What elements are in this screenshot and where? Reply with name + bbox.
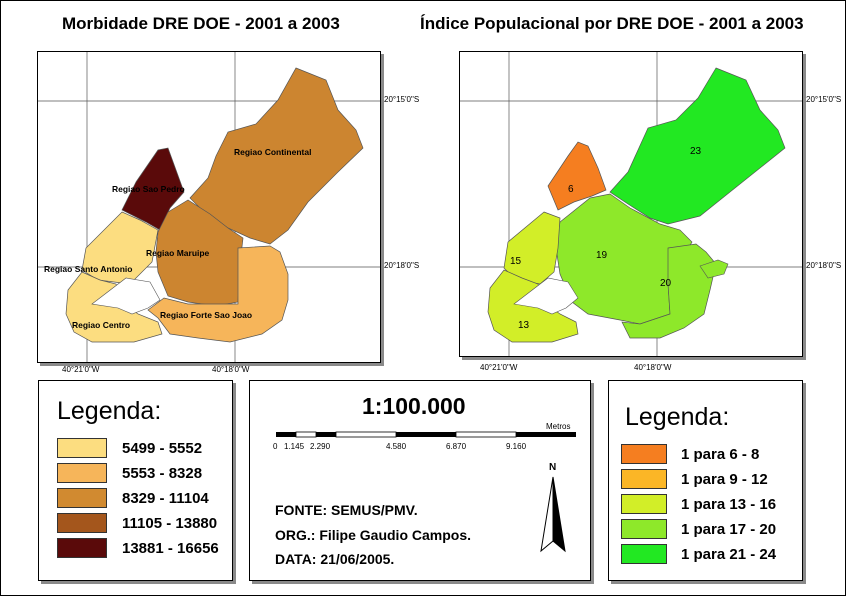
legend-item: 5553 - 8328 [57, 462, 202, 484]
legend-swatch [621, 494, 667, 514]
legend-swatch [621, 519, 667, 539]
scale-credits-box: 1:100.000 Metros 0 1.145 2.290 4.580 6.8… [249, 380, 591, 581]
region-label: Regiao Forte Sao Joao [160, 310, 252, 320]
region-label: Regiao Continental [234, 147, 311, 157]
region-continental [189, 67, 364, 245]
left-map-title: Morbidade DRE DOE - 2001 a 2003 [62, 14, 340, 33]
legend-label: 1 para 21 - 24 [681, 545, 777, 563]
legend-swatch [57, 463, 107, 483]
island [699, 259, 729, 279]
coord-label: 20°18'0"S [384, 261, 420, 270]
scale-ratio: 1:100.000 [362, 393, 466, 419]
legend-item: 1 para 21 - 24 [621, 543, 776, 565]
svg-text:N: N [549, 462, 556, 473]
legend-swatch [57, 513, 107, 533]
scale-segment [335, 431, 397, 438]
scale-segment [516, 432, 576, 437]
region-6 [547, 141, 607, 211]
coord-label: 20°15'0"S [806, 95, 842, 104]
legend-swatch [621, 444, 667, 464]
region-20 [621, 243, 717, 339]
left-legend: Legenda: 5499 - 5552 5553 - 8328 8329 - … [38, 380, 233, 581]
legend-item: 1 para 6 - 8 [621, 443, 759, 465]
legend-label: 11105 - 13880 [122, 514, 218, 532]
coord-label: 40°18'0"W [634, 363, 672, 372]
region-label: Regiao Centro [72, 320, 130, 330]
region-23 [609, 67, 786, 225]
legend-label: 1 para 17 - 20 [681, 520, 777, 538]
coord-label: 40°21'0"W [62, 365, 100, 374]
legend-item: 1 para 9 - 12 [621, 468, 768, 490]
credit-org: ORG.: Filipe Gaudio Campos. [275, 527, 472, 543]
credit-fonte: FONTE: SEMUS/PMV. [275, 502, 418, 518]
legend-label: 5553 - 8328 [122, 464, 203, 482]
coord-label: 20°15'0"S [384, 95, 420, 104]
scale-unit: Metros [546, 422, 570, 431]
legend-item: 11105 - 13880 [57, 512, 217, 534]
region-label: 19 [596, 250, 608, 261]
scale-tick: 6.870 [446, 442, 467, 451]
legend-title: Legenda: [57, 397, 162, 425]
left-map-frame: Regiao Continental Regiao Sao Pedro Regi… [37, 51, 381, 363]
legend-item: 5499 - 5552 [57, 437, 202, 459]
scale-tick: 1.145 [284, 442, 305, 451]
scale-segment [396, 432, 456, 437]
legend-swatch [621, 469, 667, 489]
region-label: 20 [660, 278, 672, 289]
legend-label: 1 para 13 - 16 [681, 495, 777, 513]
legend-label: 1 para 9 - 12 [681, 470, 768, 488]
legend-swatch [57, 438, 107, 458]
region-label: 13 [518, 320, 530, 331]
region-sao-pedro [121, 147, 185, 231]
legend-item: 1 para 13 - 16 [621, 493, 776, 515]
legend-swatch [57, 538, 107, 558]
legend-label: 5499 - 5552 [122, 439, 203, 457]
right-map-frame: 23 6 19 20 15 13 [459, 51, 803, 357]
scale-bar: Metros 0 1.145 2.290 4.580 6.870 9.160 N [273, 422, 576, 553]
region-label: Regiao Maruipe [146, 248, 210, 258]
legend-label: 8329 - 11104 [122, 489, 209, 507]
coord-label: 40°18'0"W [212, 365, 250, 374]
right-map-title: Índice Populacional por DRE DOE - 2001 a… [420, 14, 804, 33]
region-label: Regiao Santo Antonio [44, 264, 132, 274]
legend-item: 8329 - 11104 [57, 487, 209, 509]
left-map[interactable]: Regiao Continental Regiao Sao Pedro Regi… [38, 52, 380, 362]
region-15 [503, 211, 561, 285]
region-label: 23 [690, 146, 702, 157]
right-map[interactable]: 23 6 19 20 15 13 [460, 52, 802, 356]
coord-label: 40°21'0"W [480, 363, 518, 372]
scale-tick: 2.290 [310, 442, 331, 451]
credit-data: DATA: 21/06/2005. [275, 551, 395, 567]
scale-segment [276, 432, 296, 437]
legend-item: 1 para 17 - 20 [621, 518, 776, 540]
region-label: Regiao Sao Pedro [112, 184, 185, 194]
scale-segment [455, 431, 517, 438]
coord-label: 20°18'0"S [806, 261, 842, 270]
scale-segment [295, 431, 317, 438]
region-label: 15 [510, 256, 522, 267]
scale-tick: 9.160 [506, 442, 527, 451]
legend-label: 1 para 6 - 8 [681, 445, 760, 463]
legend-swatch [621, 544, 667, 564]
north-arrow-icon: N [540, 462, 566, 553]
scale-segment [316, 432, 336, 437]
scale-tick: 0 [273, 442, 278, 451]
legend-swatch [57, 488, 107, 508]
scale-tick: 4.580 [386, 442, 407, 451]
right-legend: Legenda: 1 para 6 - 8 1 para 9 - 12 1 pa… [608, 380, 803, 581]
region-forte-sao-joao [147, 245, 289, 343]
legend-title: Legenda: [625, 403, 730, 431]
region-label: 6 [568, 184, 574, 195]
legend-item: 13881 - 16656 [57, 537, 219, 559]
legend-label: 13881 - 16656 [122, 539, 219, 557]
